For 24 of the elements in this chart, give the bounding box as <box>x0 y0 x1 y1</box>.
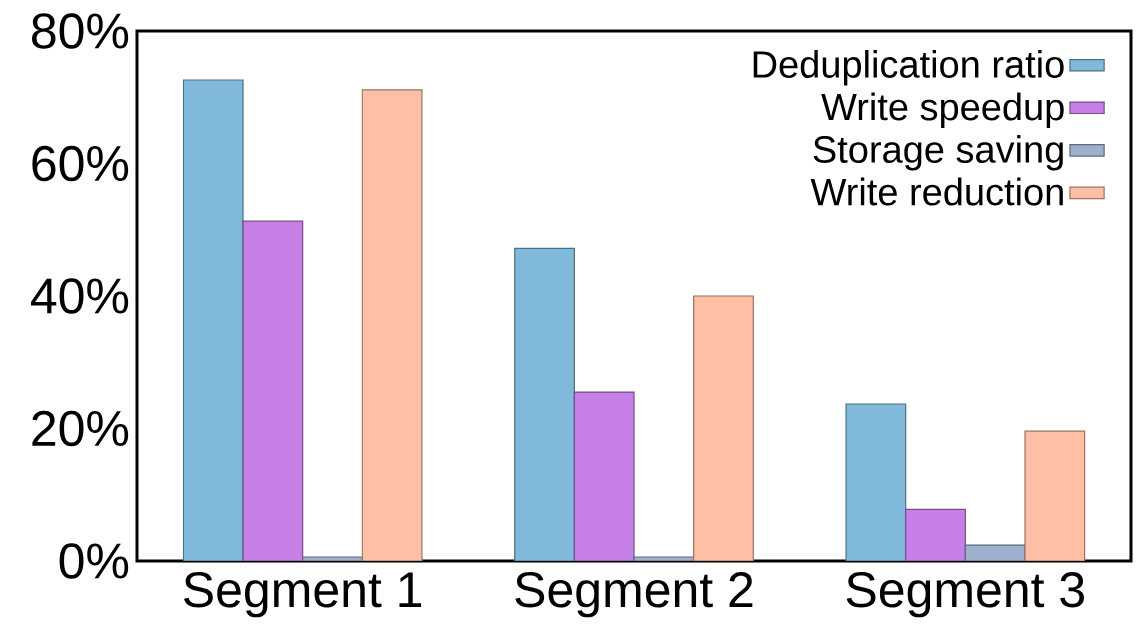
bar <box>845 403 907 561</box>
bar <box>905 508 966 561</box>
bar <box>361 89 423 561</box>
legend-label: Write reduction <box>810 177 1063 206</box>
bar <box>182 79 244 561</box>
x-tick-label: Segment 2 <box>515 572 753 618</box>
x-tick-label: Segment 3 <box>846 572 1084 618</box>
bar <box>573 391 635 561</box>
y-tick-label: 20% <box>32 410 129 447</box>
legend-label: Write speedup <box>821 92 1064 128</box>
bar <box>1024 430 1086 561</box>
bar <box>633 556 695 561</box>
legend-label: Deduplication ratio <box>753 50 1064 86</box>
bar <box>302 556 363 561</box>
y-tick-label: 80% <box>32 13 129 49</box>
bar <box>242 220 304 561</box>
y-tick-label: 0% <box>59 543 129 579</box>
y-tick-label: 60% <box>32 145 129 182</box>
x-tick-label: Segment 1 <box>184 572 422 618</box>
bar <box>693 295 754 561</box>
bar <box>964 544 1026 561</box>
y-tick-label: 40% <box>31 278 129 314</box>
bar <box>514 247 575 561</box>
legend-label: Storage saving <box>813 135 1063 171</box>
